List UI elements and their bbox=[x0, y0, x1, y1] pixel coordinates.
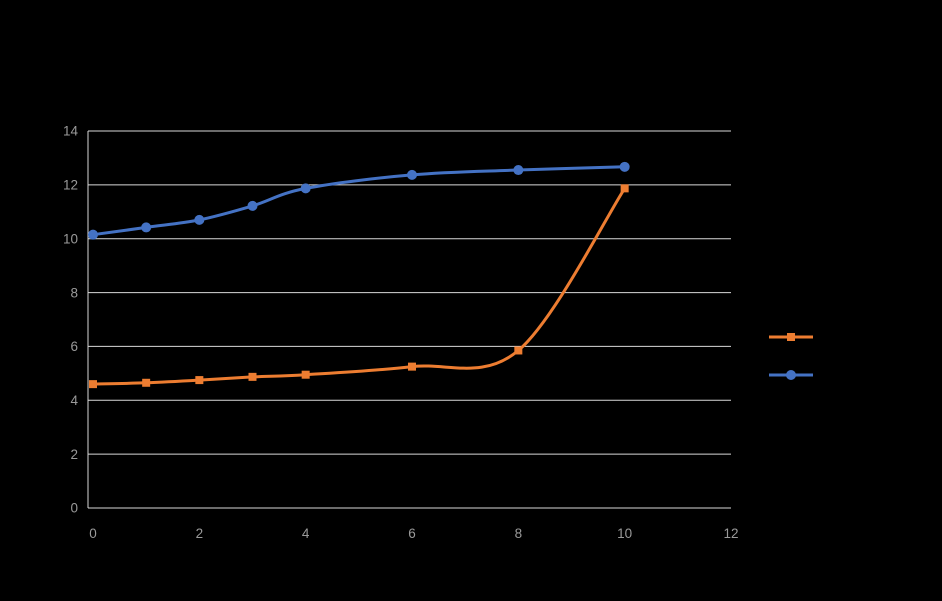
data-point-marker bbox=[89, 380, 97, 389]
data-point-marker bbox=[194, 214, 205, 225]
series-line bbox=[91, 165, 627, 237]
data-point-marker bbox=[514, 346, 523, 355]
legend bbox=[769, 333, 813, 380]
y-axis-tick-labels: 0 2 4 6 8 10 12 14 bbox=[63, 124, 79, 516]
series-line bbox=[91, 186, 627, 386]
x-tick-label: 8 bbox=[515, 526, 523, 541]
x-tick-label: 6 bbox=[408, 526, 416, 541]
data-point-marker bbox=[141, 222, 152, 233]
legend-item-1 bbox=[769, 333, 813, 341]
data-point-marker bbox=[408, 362, 416, 371]
y-tick-label: 2 bbox=[70, 447, 78, 462]
data-point-marker bbox=[301, 370, 310, 379]
series-2 bbox=[88, 161, 630, 240]
y-tick-label: 0 bbox=[70, 501, 78, 516]
data-point-marker bbox=[248, 372, 257, 381]
data-point-marker bbox=[619, 161, 630, 172]
x-tick-label: 10 bbox=[617, 526, 632, 541]
data-point-marker bbox=[142, 378, 151, 387]
y-tick-label: 12 bbox=[63, 178, 78, 193]
x-tick-label: 0 bbox=[89, 526, 97, 541]
y-tick-label: 10 bbox=[63, 231, 78, 246]
data-point-marker bbox=[88, 229, 98, 240]
y-tick-label: 6 bbox=[70, 339, 78, 354]
legend-marker-circle bbox=[786, 370, 796, 380]
y-tick-label: 8 bbox=[70, 285, 78, 300]
legend-marker-square bbox=[787, 333, 795, 341]
data-point-marker bbox=[620, 184, 629, 193]
data-point-marker bbox=[300, 183, 311, 194]
data-point-marker bbox=[247, 200, 258, 211]
x-tick-label: 12 bbox=[723, 526, 738, 541]
y-tick-label: 14 bbox=[63, 124, 79, 139]
data-point-marker bbox=[195, 376, 204, 385]
data-point-marker bbox=[513, 165, 524, 176]
x-tick-label: 4 bbox=[302, 526, 310, 541]
x-tick-label: 2 bbox=[196, 526, 204, 541]
series-1 bbox=[89, 184, 629, 389]
data-point-marker bbox=[407, 169, 417, 180]
x-axis-tick-labels: 0 2 4 6 8 10 12 bbox=[89, 526, 738, 541]
gridlines bbox=[88, 130, 731, 509]
legend-item-2 bbox=[769, 370, 813, 380]
y-tick-label: 4 bbox=[70, 393, 78, 408]
